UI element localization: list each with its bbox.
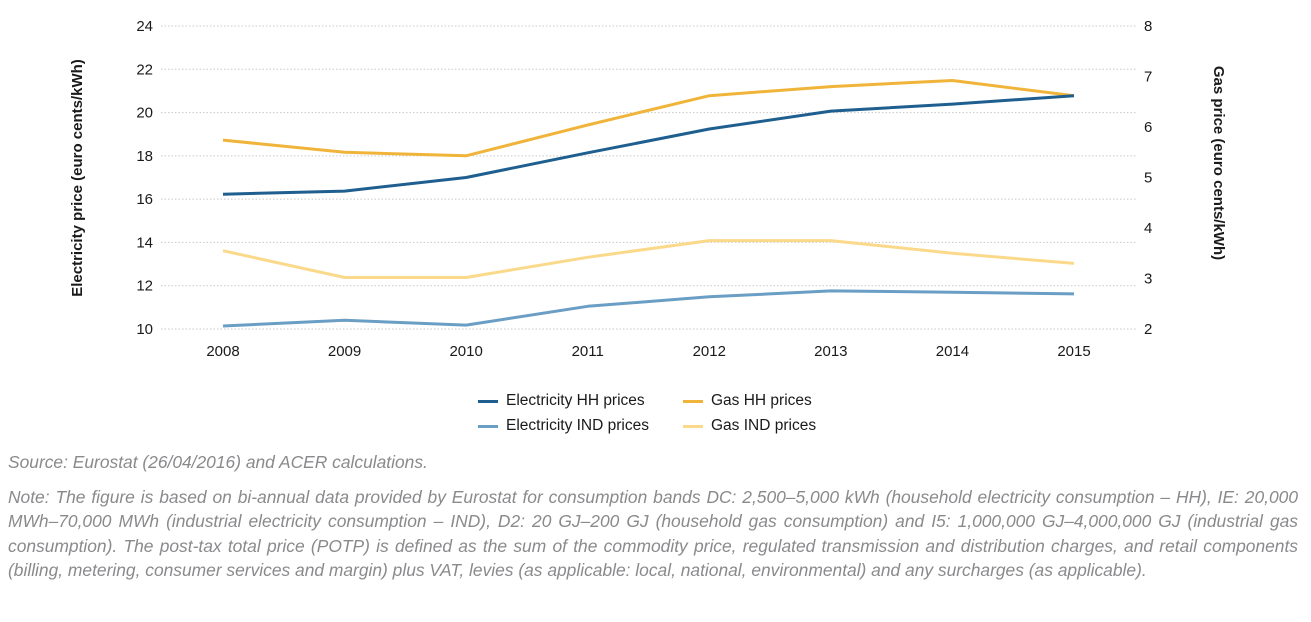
right-tick-label: 2 xyxy=(1144,321,1152,338)
legend-item-gas-ind: Gas IND prices xyxy=(683,417,816,435)
legend-item-gas-hh: Gas HH prices xyxy=(683,392,812,410)
x-tick-label: 2015 xyxy=(1057,343,1090,360)
series-lines xyxy=(222,79,1075,328)
left-tick-label: 16 xyxy=(136,191,153,208)
gridlines xyxy=(161,25,1137,330)
series-line-gas-hh-prices xyxy=(222,79,1075,158)
series-line-electricity-ind-prices xyxy=(222,289,1075,328)
price-line-chart: 10 12 14 16 18 20 22 24 2 3 4 5 6 7 8 2008 2009 2010 201… xyxy=(69,18,1227,360)
left-tick-label: 14 xyxy=(136,234,153,251)
x-tick-label: 2011 xyxy=(572,343,604,360)
series-line-gas-ind-prices xyxy=(222,239,1075,279)
x-tick-label: 2010 xyxy=(449,343,482,360)
right-tick-label: 6 xyxy=(1144,119,1152,136)
left-tick-label: 22 xyxy=(136,61,153,78)
right-axis-ticks: 2 3 4 5 6 7 8 xyxy=(1144,18,1152,338)
x-tick-label: 2013 xyxy=(814,343,847,360)
legend-item-electricity-hh: Electricity HH prices xyxy=(478,392,645,410)
right-axis-title: Gas price (euro cents/kWh) xyxy=(1210,66,1227,260)
x-tick-label: 2012 xyxy=(693,343,726,360)
legend-swatch-gas-hh xyxy=(683,399,703,403)
legend-label: Gas IND prices xyxy=(711,417,817,434)
series-line-electricity-hh-prices xyxy=(222,94,1075,196)
left-axis-title: Electricity price (euro cents/kWh) xyxy=(69,59,86,297)
left-tick-label: 24 xyxy=(136,18,153,35)
legend-swatch-electricity-hh xyxy=(478,399,498,403)
legend-item-electricity-ind: Electricity IND prices xyxy=(478,417,649,435)
source-caption: Source: Eurostat (26/04/2016) and ACER c… xyxy=(8,452,428,472)
left-tick-label: 20 xyxy=(136,105,153,122)
left-tick-label: 12 xyxy=(136,278,153,295)
left-tick-label: 18 xyxy=(136,148,153,165)
legend-label: Electricity HH prices xyxy=(506,392,645,409)
left-tick-label: 10 xyxy=(136,321,153,338)
legend-label: Electricity IND prices xyxy=(506,417,649,434)
note-caption: Note: The figure is based on bi-annual d… xyxy=(8,487,1298,581)
right-tick-label: 3 xyxy=(1144,271,1152,288)
right-tick-label: 7 xyxy=(1144,69,1152,86)
legend-swatch-electricity-ind xyxy=(478,424,498,428)
x-tick-label: 2014 xyxy=(936,343,969,360)
right-tick-label: 4 xyxy=(1144,220,1152,237)
legend-swatch-gas-ind xyxy=(683,424,703,428)
right-tick-label: 8 xyxy=(1144,18,1152,35)
x-tick-label: 2008 xyxy=(206,343,239,360)
legend-label: Gas HH prices xyxy=(711,392,812,409)
right-tick-label: 5 xyxy=(1144,170,1152,187)
left-axis-ticks: 10 12 14 16 18 20 22 24 xyxy=(136,18,153,338)
x-tick-label: 2009 xyxy=(328,343,361,360)
x-axis-ticks: 2008 2009 2010 2011 2012 2013 2014 2015 xyxy=(206,343,1090,360)
